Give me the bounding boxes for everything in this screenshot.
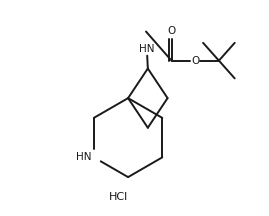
Text: O: O — [167, 26, 176, 36]
Text: HCl: HCl — [109, 192, 128, 202]
Text: HN: HN — [139, 44, 155, 54]
Text: HN: HN — [76, 152, 92, 162]
Text: O: O — [191, 56, 199, 66]
